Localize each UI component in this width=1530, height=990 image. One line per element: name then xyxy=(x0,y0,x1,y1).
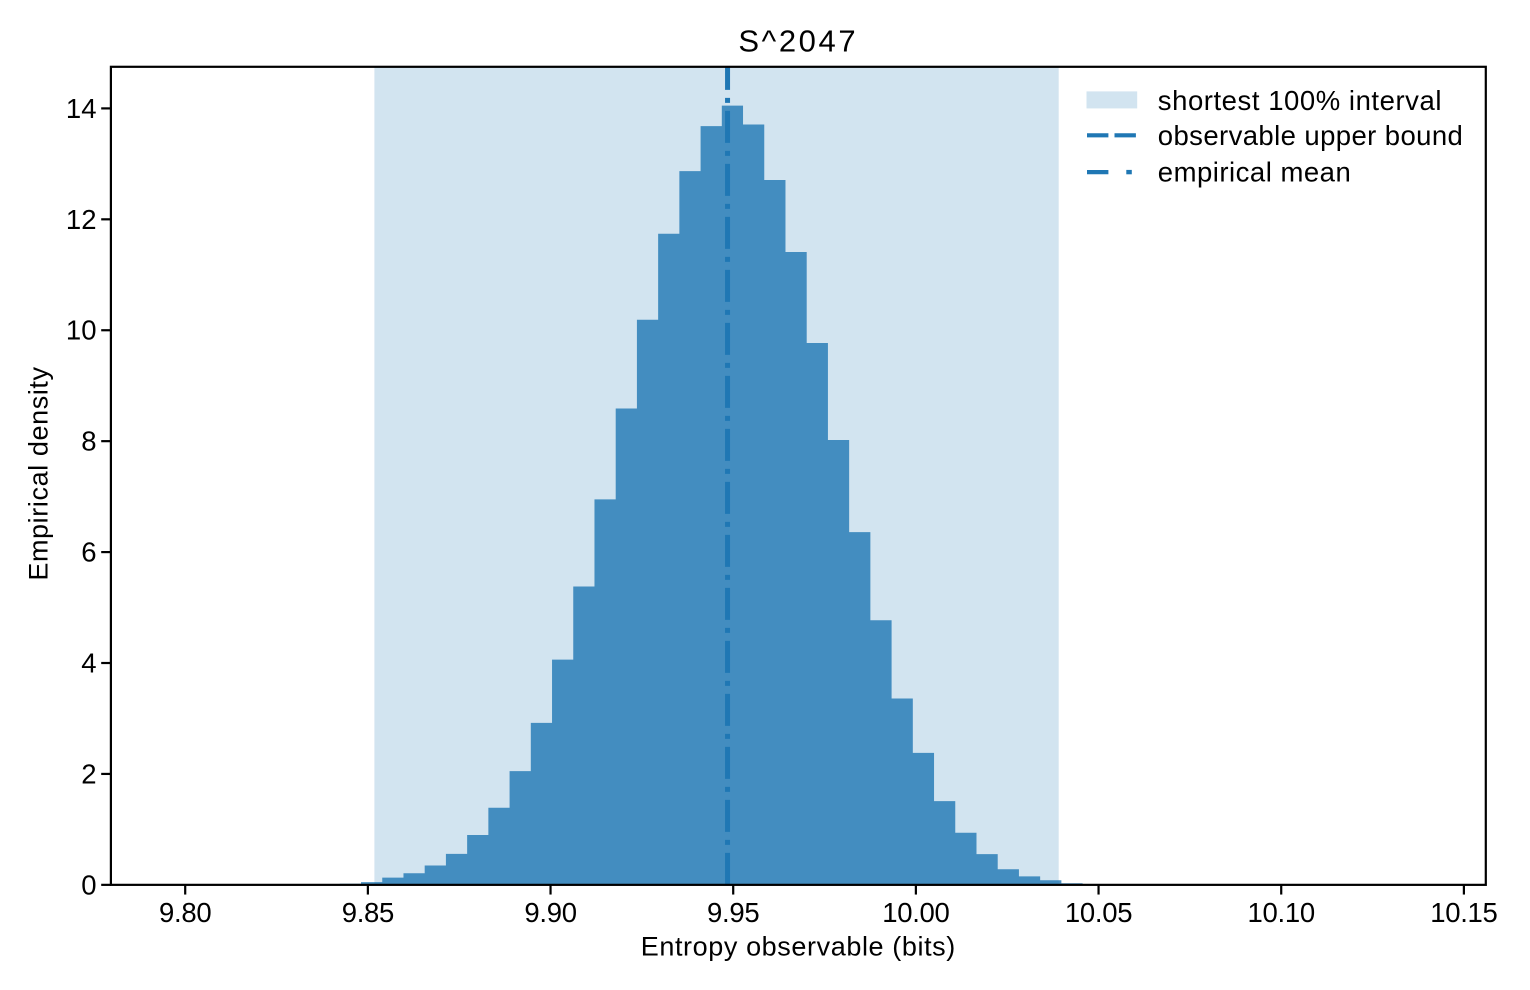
svg-text:10.05: 10.05 xyxy=(1065,897,1132,928)
svg-text:empirical mean: empirical mean xyxy=(1158,156,1351,187)
svg-text:14: 14 xyxy=(66,93,97,124)
svg-text:10.00: 10.00 xyxy=(882,897,949,928)
svg-text:8: 8 xyxy=(81,426,96,457)
svg-text:10.10: 10.10 xyxy=(1248,897,1315,928)
svg-text:12: 12 xyxy=(66,204,97,235)
svg-text:9.80: 9.80 xyxy=(159,897,211,928)
svg-text:6: 6 xyxy=(81,537,96,568)
svg-text:9.95: 9.95 xyxy=(707,897,759,928)
svg-text:S^2047: S^2047 xyxy=(738,24,858,59)
svg-text:9.85: 9.85 xyxy=(342,897,394,928)
svg-text:2: 2 xyxy=(81,758,96,789)
svg-text:10.15: 10.15 xyxy=(1430,897,1497,928)
svg-text:observable upper bound: observable upper bound xyxy=(1158,120,1463,151)
svg-text:4: 4 xyxy=(81,648,96,679)
svg-text:9.90: 9.90 xyxy=(524,897,576,928)
svg-text:shortest 100% interval: shortest 100% interval xyxy=(1158,85,1442,116)
svg-text:Entropy observable (bits): Entropy observable (bits) xyxy=(641,932,956,962)
svg-text:10: 10 xyxy=(66,315,97,346)
svg-text:Empirical density: Empirical density xyxy=(24,366,54,580)
svg-text:0: 0 xyxy=(81,869,96,900)
